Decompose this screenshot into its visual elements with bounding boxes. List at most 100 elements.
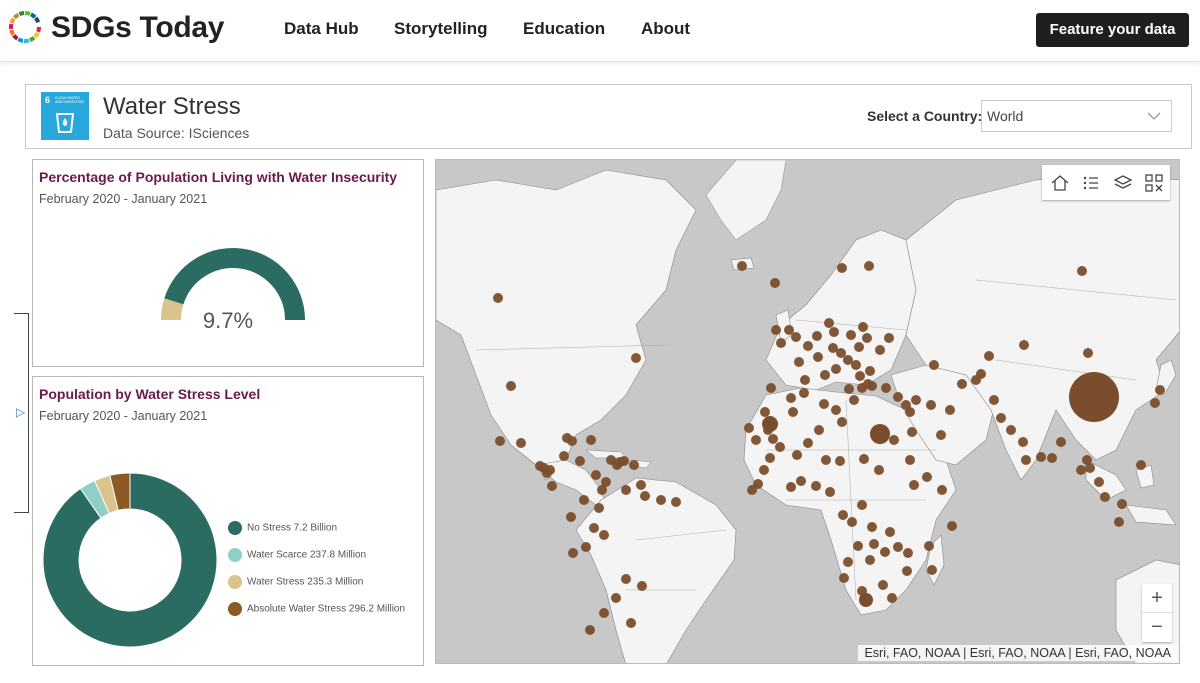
water-stress-bubble[interactable] <box>1077 266 1087 276</box>
nav-about[interactable]: About <box>641 19 691 38</box>
water-stress-bubble[interactable] <box>824 318 834 328</box>
water-stress-bubble[interactable] <box>1056 437 1066 447</box>
water-stress-bubble[interactable] <box>947 521 957 531</box>
water-stress-bubble[interactable] <box>1100 492 1110 502</box>
water-stress-bubble[interactable] <box>516 438 526 448</box>
water-stress-bubble[interactable] <box>776 338 786 348</box>
water-stress-bubble[interactable] <box>640 491 650 501</box>
water-stress-bubble[interactable] <box>771 325 781 335</box>
feature-your-data-button[interactable]: Feature your data <box>1036 13 1189 47</box>
water-stress-bubble[interactable] <box>791 332 801 342</box>
water-stress-bubble[interactable] <box>843 355 853 365</box>
water-stress-bubble[interactable] <box>506 381 516 391</box>
water-stress-bubble[interactable] <box>865 555 875 565</box>
water-stress-bubble[interactable] <box>905 407 915 417</box>
water-stress-bubble[interactable] <box>984 351 994 361</box>
water-stress-bubble[interactable] <box>637 581 647 591</box>
water-stress-bubble[interactable] <box>1021 455 1031 465</box>
water-stress-bubble[interactable] <box>971 375 981 385</box>
water-stress-bubble[interactable] <box>811 481 821 491</box>
water-stress-bubble[interactable] <box>803 341 813 351</box>
water-stress-bubble[interactable] <box>567 436 577 446</box>
water-stress-bubble[interactable] <box>1076 465 1086 475</box>
water-stress-bubble[interactable] <box>1136 460 1146 470</box>
water-stress-bubble[interactable] <box>936 430 946 440</box>
water-stress-bubble[interactable] <box>887 593 897 603</box>
water-stress-bubble[interactable] <box>846 330 856 340</box>
water-stress-bubble[interactable] <box>671 497 681 507</box>
water-stress-bubble[interactable] <box>858 322 868 332</box>
water-stress-bubble[interactable] <box>601 477 611 487</box>
water-stress-bubble[interactable] <box>837 263 847 273</box>
water-stress-bubble[interactable] <box>836 348 846 358</box>
water-stress-bubble[interactable] <box>1018 437 1028 447</box>
water-stress-bubble[interactable] <box>747 485 757 495</box>
water-stress-bubble-large[interactable] <box>870 424 890 444</box>
water-stress-bubble[interactable] <box>1117 499 1127 509</box>
water-stress-bubble[interactable] <box>813 352 823 362</box>
water-stress-bubble[interactable] <box>751 435 761 445</box>
water-stress-bubble[interactable] <box>819 399 829 409</box>
donut-slice-absolute-water-stress[interactable] <box>109 472 131 511</box>
water-stress-bubble[interactable] <box>837 417 847 427</box>
water-stress-bubble[interactable] <box>853 541 863 551</box>
water-stress-bubble[interactable] <box>926 400 936 410</box>
water-stress-bubble[interactable] <box>989 395 999 405</box>
home-icon[interactable] <box>1049 172 1071 194</box>
water-stress-bubble[interactable] <box>493 293 503 303</box>
water-stress-bubble[interactable] <box>799 388 809 398</box>
water-stress-bubble[interactable] <box>579 495 589 505</box>
water-stress-bubble[interactable] <box>884 333 894 343</box>
water-stress-bubble[interactable] <box>844 384 854 394</box>
water-stress-bubble[interactable] <box>885 527 895 537</box>
water-stress-bubble[interactable] <box>621 574 631 584</box>
water-stress-bubble[interactable] <box>867 522 877 532</box>
world-map[interactable]: + − Esri, FAO, NOAA | Esri, FAO, NOAA | … <box>435 159 1180 664</box>
water-stress-bubble[interactable] <box>786 393 796 403</box>
water-stress-bubble[interactable] <box>784 325 794 335</box>
water-stress-bubble[interactable] <box>922 472 932 482</box>
water-stress-bubble[interactable] <box>924 541 934 551</box>
water-stress-bubble[interactable] <box>909 480 919 490</box>
water-stress-bubble[interactable] <box>859 454 869 464</box>
water-stress-bubble[interactable] <box>547 481 557 491</box>
water-stress-bubble[interactable] <box>1150 398 1160 408</box>
water-stress-bubble-large[interactable] <box>762 416 778 432</box>
water-stress-bubble[interactable] <box>857 383 867 393</box>
water-stress-bubble[interactable] <box>825 487 835 497</box>
water-stress-bubble[interactable] <box>566 512 576 522</box>
zoom-out-button[interactable]: − <box>1151 616 1163 638</box>
water-stress-bubble[interactable] <box>867 381 877 391</box>
map-canvas[interactable] <box>436 160 1180 664</box>
water-stress-bubble[interactable] <box>927 565 937 575</box>
water-stress-bubble[interactable] <box>611 593 621 603</box>
nav-education[interactable]: Education <box>523 19 606 38</box>
water-stress-bubble[interactable] <box>937 485 947 495</box>
water-stress-bubble[interactable] <box>770 278 780 288</box>
water-stress-bubble[interactable] <box>1047 453 1057 463</box>
expand-arrow-icon[interactable]: ▷ <box>16 405 26 419</box>
water-stress-bubble[interactable] <box>495 436 505 446</box>
water-stress-bubble[interactable] <box>636 480 646 490</box>
water-stress-bubble[interactable] <box>880 547 890 557</box>
nav-storytelling[interactable]: Storytelling <box>394 19 488 38</box>
water-stress-bubble[interactable] <box>629 460 639 470</box>
water-stress-bubble[interactable] <box>869 539 879 549</box>
water-stress-bubble[interactable] <box>843 557 853 567</box>
water-stress-bubble[interactable] <box>786 482 796 492</box>
list-icon[interactable] <box>1080 172 1102 194</box>
water-stress-bubble[interactable] <box>545 465 555 475</box>
water-stress-bubble[interactable] <box>875 345 885 355</box>
water-stress-bubble[interactable] <box>794 357 804 367</box>
water-stress-bubble[interactable] <box>768 434 778 444</box>
water-stress-bubble[interactable] <box>766 383 776 393</box>
water-stress-bubble[interactable] <box>535 461 545 471</box>
water-stress-bubble[interactable] <box>911 395 921 405</box>
water-stress-bubble[interactable] <box>1019 340 1029 350</box>
water-stress-bubble[interactable] <box>1082 455 1092 465</box>
country-select[interactable]: World <box>981 100 1172 132</box>
water-stress-bubble[interactable] <box>585 625 595 635</box>
water-stress-bubble[interactable] <box>820 370 830 380</box>
water-stress-bubble[interactable] <box>929 360 939 370</box>
water-stress-bubble-large[interactable] <box>1069 372 1119 422</box>
